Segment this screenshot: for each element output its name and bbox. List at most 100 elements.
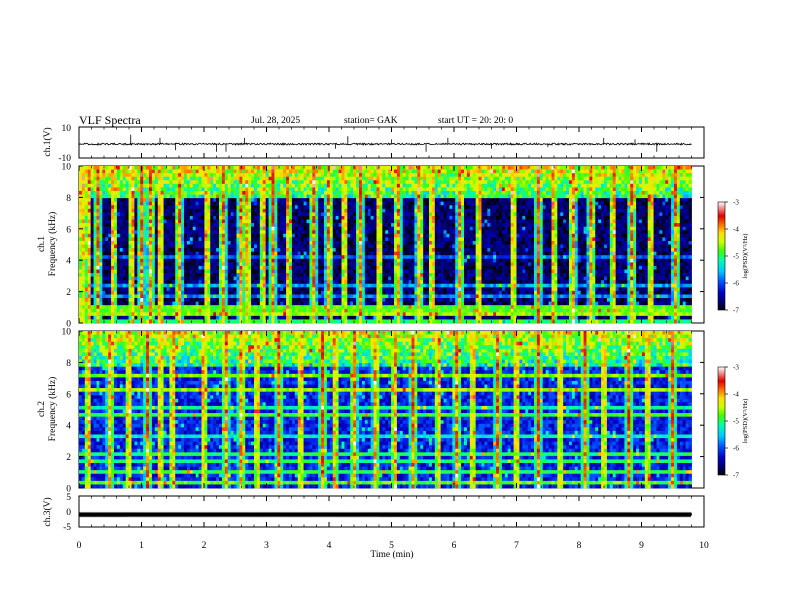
spectrogram-cell [318, 180, 322, 185]
spectrogram-cell [262, 190, 267, 195]
spectrogram-cell [184, 315, 188, 320]
spectrogram-cell [245, 176, 249, 181]
spectrogram-cell [306, 230, 310, 235]
spectrogram-cell [359, 287, 363, 292]
spectrogram-cell [128, 166, 132, 170]
spectrogram-cell [137, 183, 141, 188]
spectrogram-cell [338, 180, 342, 185]
spectrogram-cell [326, 244, 331, 249]
spectrogram-cell [151, 205, 156, 210]
spectrogram-cell [210, 237, 214, 242]
spectrogram-cell [233, 319, 237, 324]
spectrogram-cell [160, 212, 164, 217]
spectrogram-cell [262, 283, 267, 288]
spectrogram-cell [99, 201, 103, 206]
spectrogram-cell [116, 276, 121, 281]
spectrogram-cell [111, 180, 115, 185]
spectrogram-cell [93, 230, 97, 235]
spectrogram-cell [219, 223, 223, 228]
spectrogram-cell [335, 226, 339, 231]
spectrogram-cell [143, 219, 147, 224]
spectrogram-cell [175, 258, 179, 263]
spectrogram-cell [216, 287, 220, 292]
spectrogram-cell [105, 298, 109, 302]
spectrogram-cell [224, 212, 229, 217]
spectrogram-cell [271, 237, 275, 242]
spectrogram-cell [151, 269, 156, 274]
spectrogram-cell [96, 319, 100, 324]
spectrogram-cell [388, 255, 392, 260]
spectrogram-cell [207, 244, 211, 249]
spectrogram-cell [140, 262, 144, 267]
spectrogram-cell [198, 187, 202, 192]
spectrogram-cell [210, 248, 214, 253]
spectrogram-cell [309, 169, 313, 174]
spectrogram-cell [245, 262, 249, 267]
spectrogram-cell [149, 223, 153, 228]
spectrogram-cell [353, 315, 357, 320]
spectrogram-cell [128, 298, 132, 302]
spectrogram-cell [207, 180, 211, 185]
spectrogram-cell [184, 190, 188, 195]
spectrogram-cell [312, 258, 316, 263]
spectrogram-cell [324, 315, 328, 320]
spectrogram-cell [286, 283, 290, 288]
spectrogram-cell [332, 315, 337, 320]
spectrogram-cell [230, 183, 234, 188]
spectrogram-cell [84, 298, 89, 302]
spectrogram-cell [216, 290, 220, 295]
spectrogram-cell [186, 176, 191, 181]
spectrogram-cell [280, 244, 284, 249]
spectrogram-cell [341, 169, 345, 174]
spectrogram-cell [207, 223, 211, 228]
spectrogram-cell [356, 269, 360, 274]
spectrogram-cell [111, 215, 115, 220]
spectrogram-cell [143, 208, 147, 213]
spectrogram-cell [172, 208, 176, 213]
spectrogram-cell [274, 258, 278, 263]
spectrogram-cell [224, 280, 229, 285]
spectrogram-cell [300, 248, 304, 253]
spectrogram-cell [213, 287, 217, 292]
spectrogram-cell [315, 176, 319, 181]
spectrogram-cell [195, 315, 199, 320]
spectrogram-cell [149, 315, 153, 320]
spectrogram-cell [90, 273, 94, 278]
spectrogram-cell [216, 176, 220, 181]
spectrogram-cell [210, 201, 214, 206]
spectrogram-cell [184, 276, 188, 281]
spectrogram-cell [114, 219, 118, 224]
spectrogram-cell [394, 265, 398, 270]
spectrogram-cell [163, 265, 167, 270]
spectrogram-cell [143, 244, 147, 249]
spectrogram-cell [87, 319, 92, 324]
spectrogram-cell [306, 319, 310, 324]
spectrogram-cell [178, 166, 182, 170]
spectrogram-cell [312, 219, 316, 224]
spectrogram-cell [93, 312, 97, 317]
spectrogram-cell [332, 290, 337, 295]
spectrogram-cell [254, 190, 258, 195]
spectrogram-cell [248, 308, 252, 313]
spectrogram-cell [96, 169, 100, 174]
spectrogram-cell [286, 223, 290, 228]
spectrogram-cell [233, 308, 237, 313]
spectrogram-cell [175, 166, 179, 170]
spectrogram-cell [388, 283, 392, 288]
spectrogram-cell [233, 233, 237, 238]
spectrogram-cell [321, 237, 325, 242]
spectrogram-cell [356, 233, 360, 238]
spectrogram-cell [242, 169, 246, 174]
spectrogram-cell [166, 194, 170, 199]
spectrogram-cell [181, 166, 185, 170]
spectrogram-cell [379, 265, 383, 270]
spectrogram-cell [79, 169, 83, 174]
spectrogram-cell [289, 294, 293, 299]
spectrogram-cell [184, 201, 188, 206]
spectrogram-cell [321, 258, 325, 263]
spectrogram-cell [324, 176, 328, 181]
spectrogram-cell [254, 308, 258, 313]
spectrogram-cell [163, 301, 167, 306]
spectrogram-cell [157, 240, 162, 245]
spectrogram-cell [160, 219, 164, 224]
